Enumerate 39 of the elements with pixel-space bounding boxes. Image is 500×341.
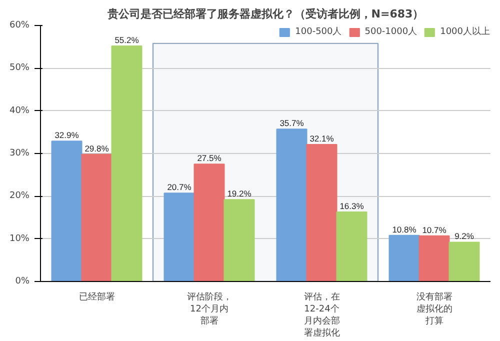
data-label: 9.2%	[454, 231, 474, 242]
x-tick-label: 没有部署虚拟化的打算	[416, 292, 452, 326]
y-tick-label: 30%	[9, 148, 30, 158]
legend-label: 500-1000人	[364, 26, 418, 38]
bar	[418, 235, 450, 282]
data-label: 20.7%	[167, 182, 192, 192]
data-label: 16.3%	[340, 200, 364, 211]
bar	[194, 164, 225, 282]
bar	[388, 234, 420, 282]
bar	[111, 45, 142, 282]
y-tick-label: 0%	[15, 276, 30, 286]
y-tick-label: 40%	[9, 106, 30, 116]
bar	[164, 192, 195, 282]
y-tick-label: 20%	[9, 191, 30, 202]
bar	[224, 199, 255, 282]
bar	[336, 211, 368, 282]
legend-label: 100-500人	[295, 26, 342, 38]
y-tick-label: 60%	[9, 20, 30, 30]
legend-label: 1000人以上	[440, 26, 490, 38]
data-label: 29.8%	[84, 143, 110, 154]
data-label: 32.9%	[54, 130, 80, 140]
x-tick-label: 评估阶段，12个月内部署	[186, 292, 232, 326]
bar	[448, 242, 480, 282]
data-label: 35.7%	[280, 118, 304, 128]
y-tick-label: 50%	[9, 63, 30, 74]
data-label: 19.2%	[227, 188, 252, 199]
data-label: 27.5%	[197, 153, 222, 164]
data-label: 55.2%	[114, 34, 140, 45]
chart-title: 贵公司是否已经部署了服务器虚拟化？（受访者比例，N=683）	[106, 8, 424, 20]
x-tick-label: 评估，在12-24个月内会部署虚拟化	[304, 292, 340, 338]
data-label: 32.1%	[310, 134, 334, 144]
bar	[51, 140, 82, 282]
bar	[306, 144, 338, 282]
x-tick-label: 已经部署	[78, 292, 115, 302]
y-tick-label: 10%	[9, 234, 30, 244]
bar	[276, 128, 308, 282]
data-label: 10.8%	[392, 224, 417, 234]
bar	[81, 154, 112, 282]
data-label: 10.7%	[422, 224, 447, 235]
